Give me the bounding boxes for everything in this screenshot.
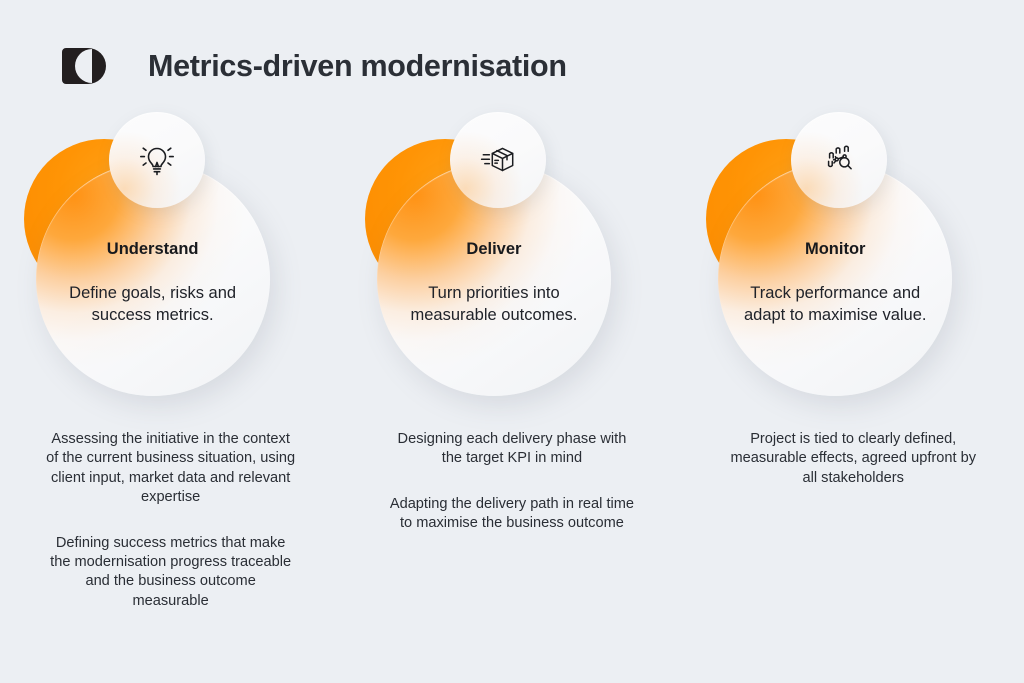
glass-card-text: Deliver Turn priorities into measurable … — [377, 240, 611, 327]
card-heading: Monitor — [804, 240, 866, 258]
glass-card-text: Understand Define goals, risks and succe… — [36, 240, 270, 327]
column-body-text: Project is tied to clearly defined, meas… — [728, 430, 978, 488]
body-paragraph: Project is tied to clearly defined, meas… — [730, 431, 976, 486]
glass-card-text: Monitor Track performance and adapt to m… — [718, 240, 952, 327]
glass-card-circle: Deliver Turn priorities into measurable … — [376, 162, 611, 396]
icon-bubble — [108, 112, 205, 208]
icon-bubble — [449, 112, 546, 208]
page-header: Metrics-driven modernisation — [62, 48, 567, 84]
card-subtext: Define goals, risks and success metrics. — [69, 283, 237, 325]
half-disc-logo-icon — [62, 48, 106, 84]
package-delivery-icon — [475, 137, 521, 183]
network-magnifier-icon — [816, 137, 862, 183]
logo-disc-shape — [75, 49, 92, 83]
body-paragraph: Adapting the delivery path in real time … — [389, 495, 635, 532]
column-body-text: Designing each delivery phase with the t… — [387, 430, 637, 534]
column-graphic: Understand Define goals, risks and succe… — [21, 112, 321, 404]
icon-bubble — [791, 112, 888, 208]
page-title: Metrics-driven modernisation — [148, 48, 567, 83]
process-column-deliver: Deliver Turn priorities into measurable … — [341, 112, 682, 611]
process-column-understand: Understand Define goals, risks and succe… — [0, 112, 341, 611]
body-paragraph: Defining success metrics that make the m… — [50, 534, 292, 609]
process-columns: Understand Define goals, risks and succe… — [0, 112, 1024, 611]
card-heading: Deliver — [466, 240, 522, 258]
body-paragraph: Assessing the initiative in the context … — [46, 431, 296, 506]
process-column-monitor: Monitor Track performance and adapt to m… — [683, 112, 1024, 611]
column-graphic: Deliver Turn priorities into measurable … — [362, 112, 662, 404]
lightbulb-icon — [134, 137, 180, 183]
card-subtext: Track performance and adapt to maximise … — [743, 283, 927, 325]
card-subtext: Turn priorities into measurable outcomes… — [410, 283, 578, 325]
body-paragraph: Designing each delivery phase with the t… — [397, 431, 627, 467]
column-graphic: Monitor Track performance and adapt to m… — [703, 112, 1003, 404]
column-body-text: Assessing the initiative in the context … — [46, 430, 296, 611]
card-heading: Understand — [106, 240, 199, 258]
